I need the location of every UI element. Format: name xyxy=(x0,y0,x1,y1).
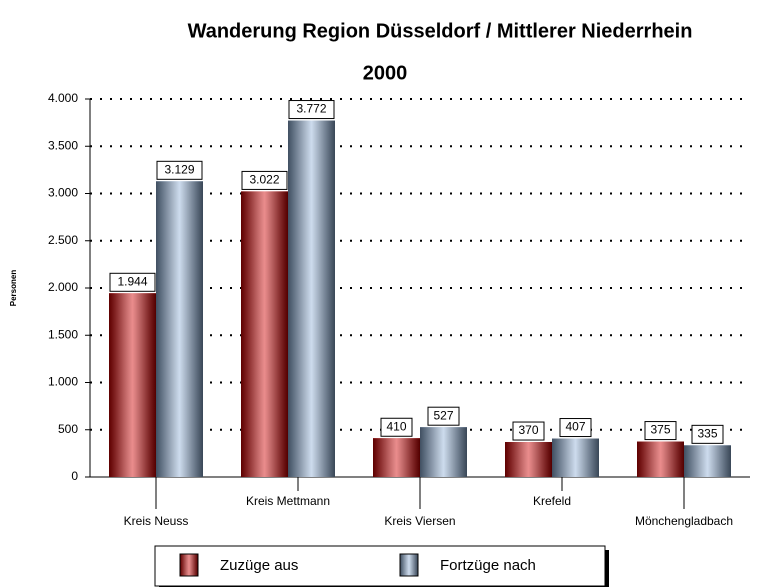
legend xyxy=(154,545,606,587)
data-label: 3.772 xyxy=(296,102,326,116)
bar-edge xyxy=(637,441,684,477)
bar-edge xyxy=(109,293,156,477)
y-tick-label: 2.500 xyxy=(48,233,78,247)
y-tick-label: 0 xyxy=(71,469,78,483)
data-label-box xyxy=(644,421,677,441)
bar-edge xyxy=(684,445,731,477)
data-label: 3.022 xyxy=(249,173,279,187)
data-label: 375 xyxy=(650,423,670,437)
data-label-box xyxy=(559,418,592,438)
data-label: 407 xyxy=(565,420,585,434)
chart-title: Wanderung Region Düsseldorf / Mittlerer … xyxy=(188,20,693,42)
y-axis-label: Personen xyxy=(9,270,18,307)
data-label-box xyxy=(427,406,460,426)
bar-edge xyxy=(552,438,599,477)
legend-swatch-edge xyxy=(179,553,199,577)
data-label-box xyxy=(109,272,156,292)
y-tick-label: 1.500 xyxy=(48,327,78,341)
data-label: 1.944 xyxy=(117,274,147,288)
y-tick-label: 3.000 xyxy=(48,186,78,200)
data-label-box xyxy=(691,424,724,444)
data-label-box xyxy=(241,170,288,190)
data-label: 410 xyxy=(386,419,406,433)
y-tick-label: 3.500 xyxy=(48,138,78,152)
data-label-box xyxy=(156,160,203,180)
y-tick-label: 1.000 xyxy=(48,375,78,389)
legend-label: Zuzüge aus xyxy=(220,557,298,574)
data-label: 527 xyxy=(433,408,453,422)
x-tick-label: Mönchengladbach xyxy=(635,514,733,528)
bar-edge xyxy=(241,191,288,477)
y-tick-label: 4.000 xyxy=(48,91,78,105)
data-label-box xyxy=(512,421,545,441)
data-label: 370 xyxy=(518,423,538,437)
bar-edge xyxy=(288,120,335,478)
chart-subtitle: 2000 xyxy=(363,62,408,84)
bar-edge xyxy=(505,442,552,477)
bar-edge xyxy=(373,438,420,477)
y-tick-label: 2.000 xyxy=(48,280,78,294)
bar-edge xyxy=(420,427,467,477)
x-tick-label: Kreis Viersen xyxy=(384,514,455,528)
data-label-box xyxy=(288,100,335,120)
data-label: 3.129 xyxy=(164,162,194,176)
legend-label: Fortzüge nach xyxy=(440,557,536,574)
x-tick-label: Kreis Neuss xyxy=(124,514,189,528)
data-label: 335 xyxy=(697,427,717,441)
legend-swatch-edge xyxy=(399,553,419,577)
x-tick-label: Krefeld xyxy=(533,494,571,508)
bar-edge xyxy=(156,181,203,477)
x-tick-label: Kreis Mettmann xyxy=(246,494,330,508)
y-tick-label: 500 xyxy=(58,422,78,436)
data-label-box xyxy=(380,417,413,437)
